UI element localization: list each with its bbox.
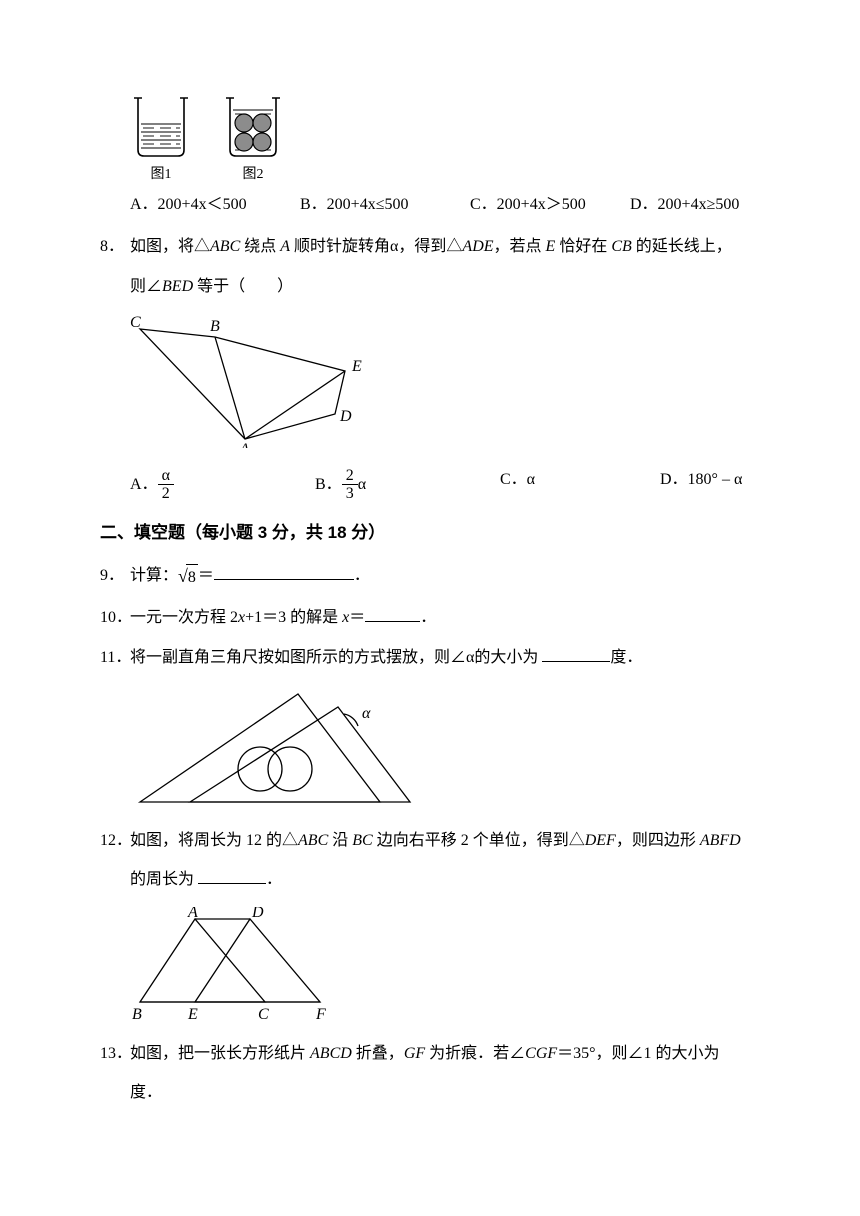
q7-options: A．200+4x＜500 B．200+4x≤500 C．200+4x＞500 D…	[130, 192, 770, 218]
svg-text:A: A	[187, 907, 198, 921]
q8-opt-b: B．23α	[315, 467, 500, 503]
beaker1-label: 图1	[151, 164, 172, 186]
q12-line1: 12．如图，将周长为 12 的△ABC 沿 BC 边向右平移 2 个单位，得到△…	[100, 828, 770, 854]
section-2-title: 二、填空题（每小题 3 分，共 18 分）	[100, 519, 770, 546]
q8-stem-line1: 8．如图，将△ABC 绕点 A 顺时针旋转角α，得到△ADE，若点 E 恰好在 …	[100, 234, 770, 260]
q9-blank	[214, 566, 354, 580]
q7-opt-b: B．200+4x≤500	[300, 192, 470, 218]
q8-diagram: C B E D A	[130, 313, 770, 457]
svg-text:C: C	[130, 314, 141, 331]
q10-number: 10．	[100, 605, 130, 631]
q10: 10．一元一次方程 2x+1＝3 的解是 x＝．	[100, 605, 770, 631]
q8-stem-line2: 则∠BED 等于（ ）	[100, 274, 770, 300]
q7-figures: 图1 图2	[130, 90, 770, 186]
svg-text:E: E	[351, 358, 362, 375]
q11: 11．将一副直角三角尺按如图所示的方式摆放，则∠α的大小为 度．	[100, 645, 770, 671]
svg-text:A: A	[239, 441, 250, 448]
q8-number: 8．	[100, 234, 130, 260]
beaker1-icon	[130, 90, 192, 160]
svg-text:D: D	[251, 907, 264, 921]
q8-opt-d: D．180° – α	[660, 467, 820, 503]
q8-options: A．α2 B．23α C．α D．180° – α	[130, 467, 770, 503]
q12-diagram: A D B E C F	[130, 907, 770, 1031]
q8-opt-c: C．α	[500, 467, 660, 503]
q13-number: 13．	[100, 1041, 130, 1067]
q12-blank	[198, 870, 266, 884]
sqrt-icon: √8	[178, 562, 198, 591]
q12-line2: 的周长为 ．	[100, 867, 770, 893]
q9: 9．计算：√8＝．	[100, 562, 770, 591]
q8-opt-a: A．α2	[130, 467, 315, 503]
svg-text:B: B	[132, 1006, 142, 1022]
q11-diagram: α	[130, 684, 770, 818]
beaker2-icon	[222, 90, 284, 160]
q9-number: 9．	[100, 563, 130, 589]
beaker-1: 图1	[130, 90, 192, 186]
svg-text:C: C	[258, 1006, 269, 1022]
alpha-label: α	[362, 705, 371, 722]
q7-opt-a: A．200+4x＜500	[130, 192, 300, 218]
svg-text:D: D	[339, 408, 352, 425]
q7-opt-d: D．200+4x≥500	[630, 192, 790, 218]
q13-line2: 度．	[100, 1080, 770, 1106]
svg-text:B: B	[210, 318, 220, 335]
beaker-2: 图2	[222, 90, 284, 186]
svg-text:E: E	[187, 1006, 198, 1022]
q10-blank	[365, 608, 420, 622]
q7-opt-c: C．200+4x＞500	[470, 192, 630, 218]
beaker2-label: 图2	[243, 164, 264, 186]
q13-line1: 13．如图，把一张长方形纸片 ABCD 折叠，GF 为折痕．若∠CGF＝35°，…	[100, 1041, 770, 1067]
q12-number: 12．	[100, 828, 130, 854]
svg-text:F: F	[315, 1006, 326, 1022]
q11-blank	[542, 647, 610, 661]
q11-number: 11．	[100, 645, 130, 671]
